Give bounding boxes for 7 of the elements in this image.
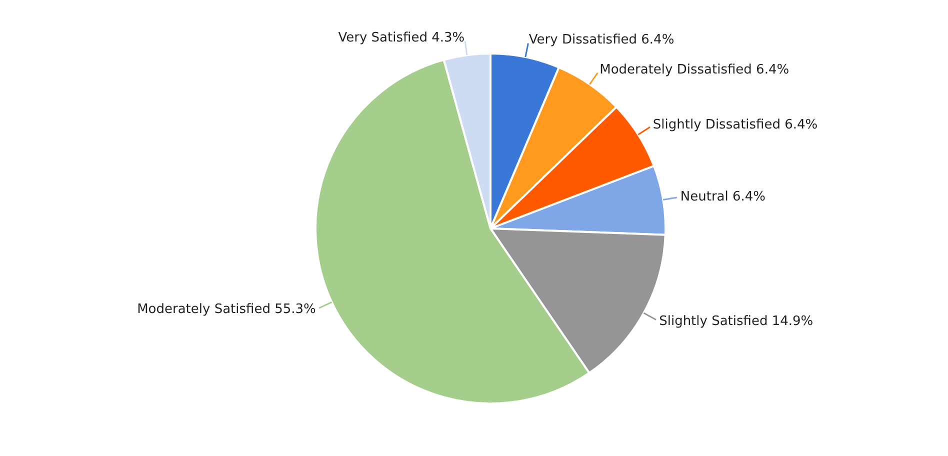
slice-label: Slightly Dissatisfied 6.4% [652,118,818,133]
slice-label: Moderately Dissatisfied 6.4% [600,62,790,78]
slice-label: Slightly Satisfied 14.9% [659,314,814,329]
slice-label: Neutral 6.4% [680,189,766,204]
slice-label: Moderately Satisfied 55.3% [137,302,316,318]
slice-label: Very Satisfied 4.3% [338,30,465,46]
slice-label: Very Dissatisfied 6.4% [528,32,674,48]
